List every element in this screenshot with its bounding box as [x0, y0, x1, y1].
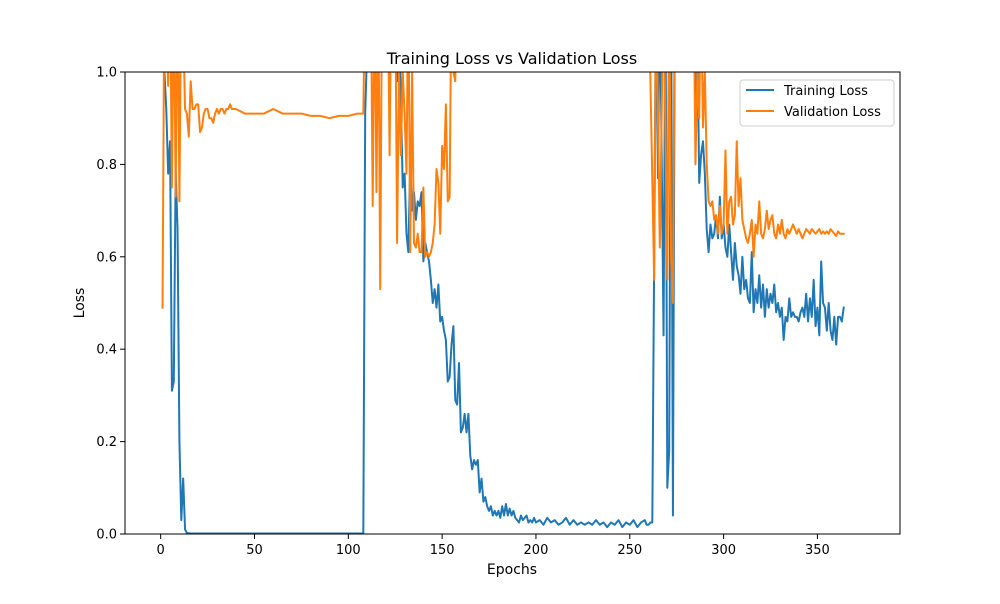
plot-area-frame: [124, 71, 901, 535]
x-axis-ticks: 0 50 100 150 200 250 300 350: [157, 534, 830, 558]
x-tick-label: 350: [805, 543, 830, 558]
x-tick-label: 150: [430, 543, 455, 558]
legend-label-training: Training Loss: [783, 84, 868, 99]
axes-layer: [124, 71, 901, 535]
y-tick-label: 0.2: [96, 435, 117, 450]
y-axis-ticks: 0.0 0.2 0.4 0.6 0.8 1.0: [96, 66, 125, 543]
y-tick-label: 0.4: [96, 343, 117, 358]
chart-title: Training Loss vs Validation Loss: [386, 49, 637, 68]
legend-box: [739, 79, 895, 127]
y-axis-label: Loss: [72, 288, 88, 319]
legend: Training Loss Validation Loss: [739, 79, 895, 127]
y-tick-label: 0.6: [96, 250, 117, 265]
x-axis-label: Epochs: [487, 562, 537, 578]
training-loss-line: [163, 72, 845, 534]
series-layer: [161, 72, 845, 534]
x-tick-label: 0: [157, 543, 165, 558]
x-tick-label: 250: [617, 543, 642, 558]
x-tick-label: 200: [524, 543, 549, 558]
y-tick-label: 1.0: [96, 66, 117, 81]
validation-loss-line: [161, 72, 845, 309]
y-tick-label: 0.0: [96, 528, 117, 543]
y-tick-label: 0.8: [96, 158, 117, 173]
x-tick-label: 50: [246, 543, 263, 558]
legend-label-validation: Validation Loss: [784, 105, 881, 120]
x-tick-label: 300: [711, 543, 736, 558]
x-tick-label: 100: [336, 543, 361, 558]
